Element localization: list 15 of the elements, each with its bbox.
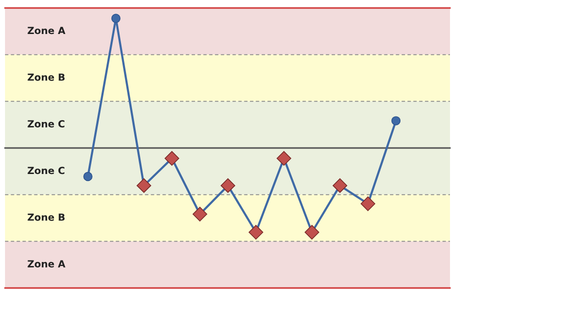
band-label: Zone A (28, 26, 66, 34)
point (164, 151, 180, 166)
point (220, 178, 236, 193)
point (248, 224, 264, 240)
point (192, 206, 208, 222)
band-label: Zone B (28, 74, 65, 81)
point (304, 224, 320, 240)
band-label: Zone C (28, 120, 64, 128)
point (276, 151, 292, 166)
point (332, 178, 348, 193)
point (136, 178, 152, 193)
band-label: Zone C (28, 166, 64, 174)
band-label: Zone A (28, 260, 66, 268)
point (360, 196, 376, 212)
band-label: Zone B (28, 214, 65, 221)
